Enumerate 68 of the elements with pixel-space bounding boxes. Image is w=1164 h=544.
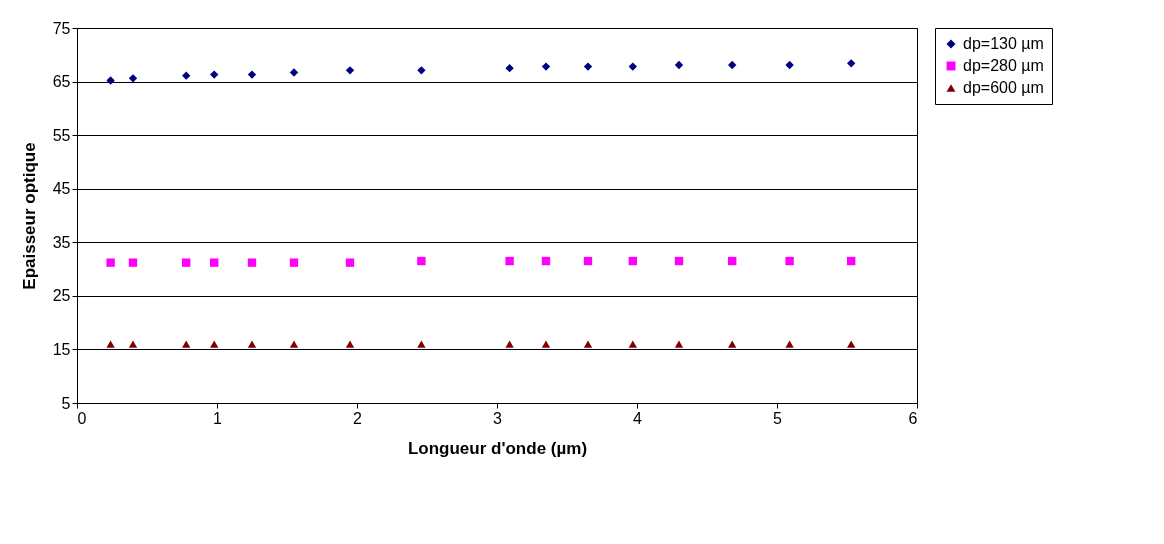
x-tick-label: 1 (213, 409, 223, 427)
point (106, 76, 115, 85)
point (247, 70, 257, 79)
legend-label: dp=280 µm (963, 57, 1044, 74)
y-tick-label: 75 (52, 19, 71, 37)
point (505, 64, 514, 73)
x-tick-label: 3 (493, 409, 503, 427)
point (847, 256, 856, 266)
point (128, 74, 138, 83)
point (541, 62, 551, 71)
point (674, 340, 684, 348)
point (210, 340, 219, 348)
point (247, 258, 257, 267)
y-tick-label: 65 (52, 73, 71, 91)
point (674, 60, 684, 70)
point (628, 62, 637, 71)
point (785, 60, 794, 70)
point (674, 256, 684, 266)
point (289, 68, 299, 77)
x-tick-label: 5 (773, 409, 783, 427)
point (505, 256, 514, 266)
point (505, 340, 514, 348)
point (847, 340, 856, 348)
point (417, 340, 426, 348)
legend-label: dp=600 µm (963, 79, 1044, 96)
point (182, 71, 191, 80)
x-tick-label: 2 (353, 409, 363, 427)
y-tick-label: 5 (61, 394, 71, 412)
point (247, 340, 257, 348)
point (583, 62, 593, 71)
point (417, 66, 426, 75)
point (182, 340, 191, 348)
point (289, 258, 299, 267)
x-tick-label: 0 (77, 409, 87, 427)
point (541, 256, 551, 266)
point (182, 258, 191, 267)
point (728, 60, 737, 70)
point (210, 258, 219, 267)
x-tick-label: 4 (633, 409, 643, 427)
legend-label: dp=130 µm (963, 35, 1044, 52)
point (785, 256, 794, 266)
y-tick-label: 25 (52, 287, 71, 305)
point (106, 258, 115, 267)
point (345, 340, 355, 348)
y-axis-title: Epaisseur optique (19, 142, 39, 290)
point (628, 256, 637, 266)
point (345, 258, 355, 267)
point (210, 70, 219, 79)
point (583, 340, 593, 348)
y-tick-label: 35 (52, 233, 71, 251)
point (847, 59, 856, 68)
x-axis-title: Longueur d'onde (µm) (407, 438, 588, 458)
point (106, 340, 115, 348)
point (128, 258, 138, 267)
y-tick-label: 15 (52, 340, 71, 358)
point (583, 256, 593, 266)
point (728, 340, 737, 348)
point (128, 340, 138, 348)
y-tick-label: 55 (52, 126, 71, 144)
point (289, 340, 299, 348)
point (728, 256, 737, 266)
point (541, 340, 551, 348)
y-tick-label: 45 (52, 180, 71, 198)
point (417, 256, 426, 266)
x-tick-label: 6 (908, 409, 918, 427)
point (785, 340, 794, 348)
point (345, 66, 355, 75)
point (628, 340, 637, 348)
